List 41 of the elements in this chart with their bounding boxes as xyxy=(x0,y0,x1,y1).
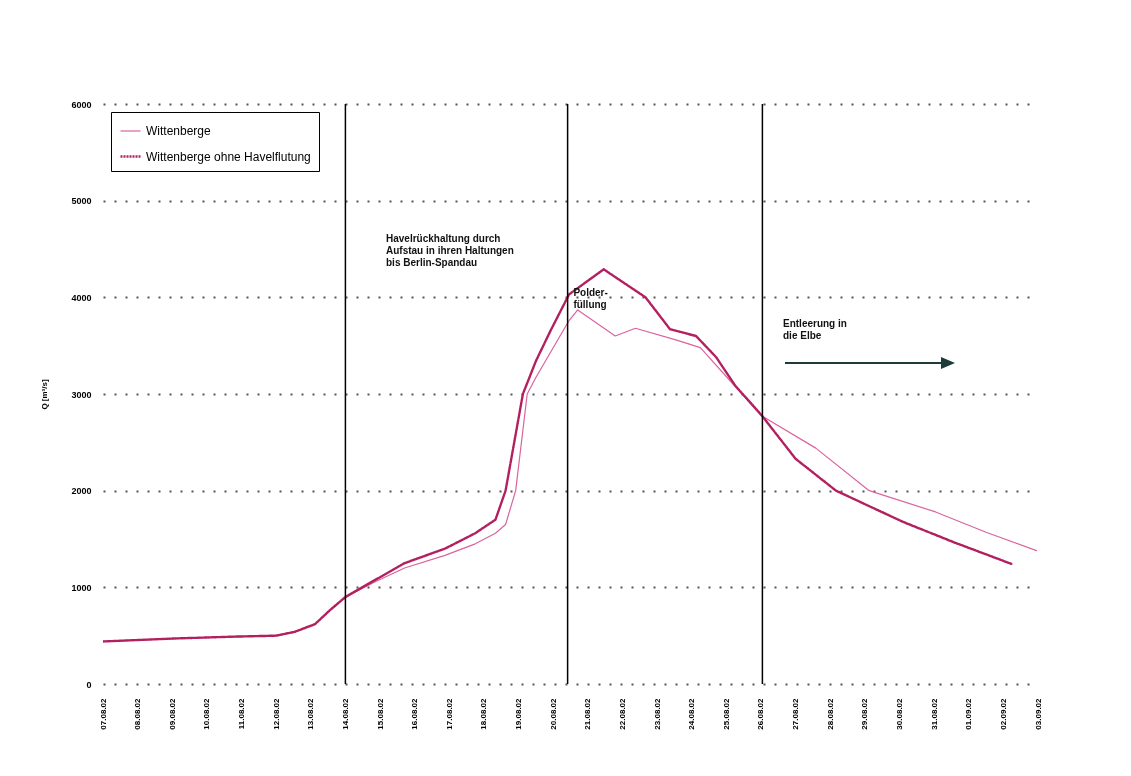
x-tick-label: 31.08.02 xyxy=(929,697,939,730)
x-tick-label: 26.08.02 xyxy=(756,697,766,730)
x-tick-label: 21.08.02 xyxy=(583,697,593,730)
x-tick-label: 14.08.02 xyxy=(340,697,350,730)
x-tick-label: 15.08.02 xyxy=(375,697,385,730)
x-tick-label: 30.08.02 xyxy=(894,697,904,730)
x-tick-label: 17.08.02 xyxy=(444,697,454,730)
x-tick-label: 07.08.02 xyxy=(98,697,108,730)
x-tick-label: 16.08.02 xyxy=(410,697,420,730)
x-tick-label: 18.08.02 xyxy=(479,697,489,730)
x-tick-label: 01.09.02 xyxy=(964,697,974,730)
x-tick-label: 11.08.02 xyxy=(237,697,247,730)
x-tick-label: 09.08.02 xyxy=(167,697,177,730)
x-tick-label: 22.08.02 xyxy=(617,697,627,730)
x-tick-label: 19.08.02 xyxy=(514,697,524,730)
x-tick-label: 29.08.02 xyxy=(860,697,870,730)
x-tick-label: 10.08.02 xyxy=(202,697,212,730)
annotation: Havelrückhaltung durch Aufstau in ihren Haltungen bis Berlin-Spandau xyxy=(386,233,514,268)
x-tick-label: 23.08.02 xyxy=(652,697,662,730)
y-tick-label: 2000 xyxy=(71,486,92,497)
annotation: Entleerung in die Elbe xyxy=(783,318,847,341)
y-axis-title: Q [m³/s] xyxy=(40,379,50,410)
y-tick-label: 5000 xyxy=(71,196,92,207)
x-tick-label: 28.08.02 xyxy=(825,697,835,730)
x-tick-label: 08.08.02 xyxy=(133,697,143,730)
x-tick-label: 27.08.02 xyxy=(791,697,801,730)
annotation: Polder- füllung xyxy=(573,286,608,310)
x-tick-label: 20.08.02 xyxy=(548,697,558,730)
x-tick-label: 25.08.02 xyxy=(721,697,731,730)
legend-label: Wittenberge xyxy=(146,124,212,138)
y-tick-label: 0 xyxy=(86,679,92,690)
y-tick-label: 6000 xyxy=(71,99,92,110)
x-tick-label: 02.09.02 xyxy=(998,697,1008,730)
y-tick-label: 1000 xyxy=(71,582,92,593)
y-tick-label: 4000 xyxy=(71,292,92,303)
y-tick-label: 3000 xyxy=(71,389,92,400)
x-tick-label: 03.09.02 xyxy=(1033,697,1043,730)
x-tick-label: 12.08.02 xyxy=(271,697,281,730)
x-tick-label: 24.08.02 xyxy=(687,697,697,730)
x-tick-label: 13.08.02 xyxy=(306,697,316,730)
legend-label: Wittenberge ohne Havelflutung xyxy=(146,149,311,164)
